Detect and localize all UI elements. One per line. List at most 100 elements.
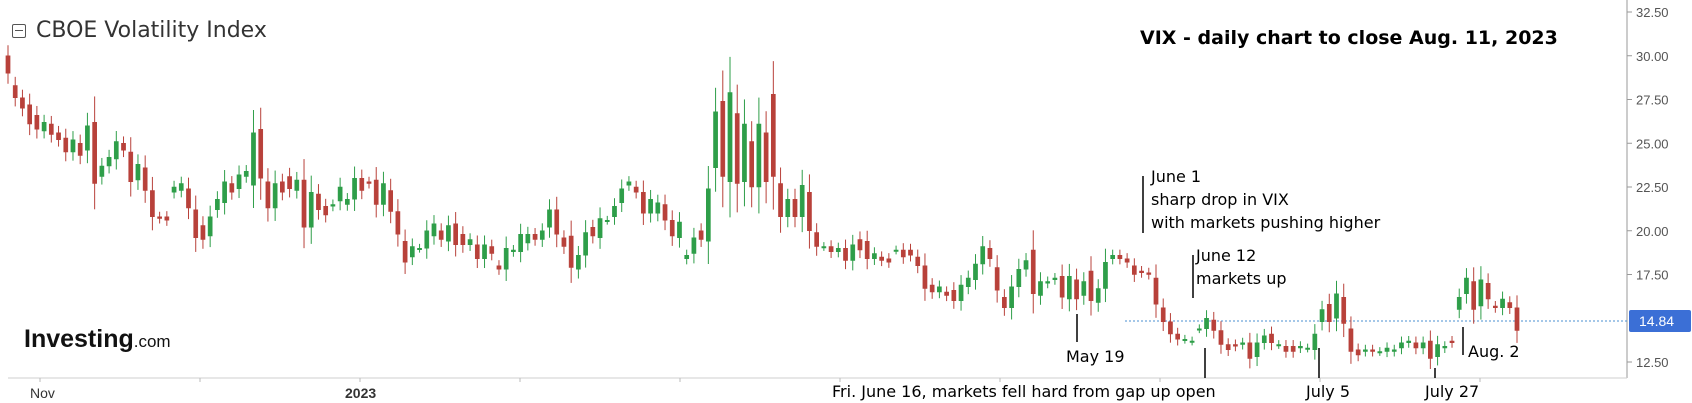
candle-body [63, 137, 69, 153]
candle-body [1391, 349, 1397, 352]
candle-body [1103, 262, 1108, 289]
candle-body [547, 209, 552, 228]
candle-body [944, 291, 949, 296]
candle-body [48, 123, 54, 135]
candle-body [893, 249, 899, 252]
candle-body [857, 239, 863, 251]
y-tick-label: 22.50 [1636, 180, 1669, 195]
candle-body [655, 202, 661, 214]
candle-body [150, 190, 155, 217]
candle-body [373, 179, 379, 205]
y-tick-label: 30.00 [1636, 49, 1669, 64]
candle-body [345, 199, 350, 205]
candle-body [511, 249, 516, 252]
candle-body [157, 216, 162, 219]
y-tick-label: 12.50 [1636, 355, 1669, 370]
candle-body [265, 181, 271, 209]
candle-body [1023, 260, 1029, 270]
candle-body [727, 92, 733, 182]
candle-body [799, 185, 805, 217]
candle-body [1507, 302, 1513, 308]
candle-body [395, 211, 401, 235]
candle-body [92, 122, 97, 184]
candle-body [1355, 349, 1361, 356]
candle-body [1052, 277, 1058, 280]
candle-body [77, 143, 83, 156]
candle-body [1370, 349, 1375, 352]
candle-body [778, 183, 783, 217]
candle-body [258, 129, 264, 179]
candle-body [965, 277, 971, 287]
candle-body [178, 183, 184, 191]
candle-body [633, 186, 639, 193]
candle-body [359, 178, 365, 191]
annotation-july27: July 27 [1425, 382, 1480, 401]
candle-body [251, 132, 256, 186]
candle-body [980, 246, 986, 265]
candle-body [1009, 286, 1014, 308]
candle-body [1117, 255, 1123, 259]
candle-body [1030, 249, 1036, 294]
candle-body [113, 141, 119, 160]
candle-body [1016, 269, 1022, 287]
candle-body [272, 183, 278, 209]
chart-header: CBOE Volatility Index [12, 18, 267, 43]
y-tick-label: 17.50 [1636, 268, 1669, 283]
candle-body [366, 181, 372, 184]
candle-body [1326, 304, 1332, 322]
candle-body [243, 171, 249, 177]
candle-body [691, 237, 697, 254]
candle-body [489, 246, 495, 254]
candle-body [539, 230, 545, 240]
candle-body [41, 122, 47, 132]
candle-body [417, 248, 422, 250]
candle-body [669, 220, 675, 237]
candle-body [85, 125, 90, 151]
candle-body [1514, 307, 1520, 331]
candle-body [987, 248, 993, 259]
collapse-icon[interactable] [12, 23, 26, 38]
candle-body [1225, 344, 1231, 350]
investing-logo: Investing.com [24, 325, 171, 354]
annotation-aug2: Aug. 2 [1468, 342, 1520, 361]
candle-body [937, 286, 942, 293]
candle-body [1471, 281, 1477, 310]
candle-body [1312, 333, 1318, 350]
candle-body [1002, 297, 1007, 308]
candle-body [1428, 340, 1433, 359]
candle-body [792, 199, 798, 217]
candle-body [1500, 298, 1505, 308]
candle-body [835, 248, 841, 252]
candle-body [1074, 279, 1079, 300]
candle-body [713, 111, 718, 168]
annotation-may19: May 19 [1066, 347, 1125, 366]
candle-body [496, 265, 502, 270]
candle-body [908, 249, 913, 256]
candle-body [1081, 281, 1087, 296]
annotation-june12-line1: June 12 [1196, 246, 1257, 265]
candle-body [1420, 342, 1426, 349]
candle-body [1146, 272, 1152, 275]
candle-body [222, 181, 227, 203]
annotation-june1-line2: sharp drop in VIX [1151, 190, 1289, 209]
candle-body [698, 230, 704, 240]
candle-body [135, 164, 141, 181]
candle-body [872, 253, 877, 259]
candle-body [316, 193, 321, 210]
candle-body [294, 179, 300, 191]
candle-body [1269, 333, 1274, 343]
candle-body [1406, 340, 1412, 343]
candle-body [20, 97, 25, 109]
candle-body [453, 223, 458, 245]
candle-body [568, 235, 574, 268]
candle-body [1449, 340, 1455, 343]
candle-body [1485, 283, 1491, 300]
annotation-june1-line1: June 1 [1151, 167, 1202, 186]
candle-body [532, 234, 538, 240]
candle-body [229, 183, 235, 193]
annotation-june1-line3: with markets pushing higher [1151, 213, 1381, 232]
candle-body [1456, 297, 1462, 310]
candle-body [576, 255, 581, 270]
candle-body [164, 216, 170, 221]
candle-body [352, 178, 357, 200]
